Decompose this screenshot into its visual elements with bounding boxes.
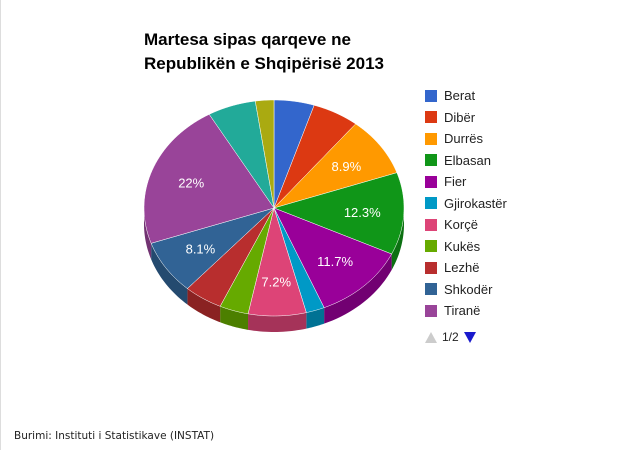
legend-item[interactable]: Berat: [425, 85, 507, 107]
legend-label: Gjirokastër: [444, 195, 507, 211]
legend-label: Kukës: [444, 238, 481, 254]
pie-slice-korçë[interactable]: [247, 207, 307, 317]
pie-slice-side: [306, 307, 325, 329]
pie-slice-dibër[interactable]: [273, 104, 356, 209]
slice-label: 12.3%: [344, 205, 381, 220]
legend-item[interactable]: Korçë: [425, 214, 507, 236]
legend-label: Elbasan: [444, 152, 491, 168]
pie-slice-fier[interactable]: [273, 207, 392, 308]
slice-label: 22%: [178, 175, 204, 190]
legend-label: Korçë: [444, 217, 478, 233]
pie-slice-shkodër[interactable]: [150, 207, 275, 289]
legend-swatch: [425, 218, 437, 231]
legend-item[interactable]: Lezhë: [425, 257, 507, 279]
slice-label: 11.7%: [317, 254, 353, 269]
legend-pager: 1/2: [425, 330, 476, 344]
pie-slice-side: [391, 208, 404, 270]
legend-item[interactable]: Tiranë: [425, 300, 507, 322]
legend-swatch: [425, 304, 437, 317]
chart-title: Martesa sipas qarqeve ne Republikën e Sh…: [144, 30, 384, 73]
pie-slice-elbasan[interactable]: [273, 172, 405, 255]
legend-swatch: [425, 111, 437, 124]
legend-swatch: [425, 283, 437, 296]
legend-item[interactable]: Gjirokastër: [425, 193, 507, 215]
legend-swatch: [425, 175, 437, 188]
pie-slice-kukës[interactable]: [219, 207, 275, 315]
pie-slice-tiranë[interactable]: [143, 114, 275, 244]
legend-item[interactable]: Elbasan: [425, 150, 507, 172]
legend-label: Lezhë: [444, 260, 480, 276]
legend-label: Berat: [444, 88, 476, 104]
pie-slice-side: [324, 253, 392, 324]
legend-next-page-button[interactable]: [463, 331, 476, 343]
legend-item[interactable]: Durrës: [425, 128, 507, 150]
pie-slice-lezhë[interactable]: [187, 207, 275, 307]
pie-slice-unnamed[interactable]: [208, 100, 275, 209]
legend-swatch: [425, 197, 437, 210]
legend-swatch: [425, 154, 437, 167]
legend-swatch: [425, 132, 437, 145]
legend-label: Durrës: [444, 131, 484, 147]
pie-slice-side: [187, 288, 221, 323]
legend-label: Fier: [444, 174, 467, 190]
slice-label: 7.2%: [261, 274, 291, 289]
slice-label: 8.1%: [186, 242, 216, 257]
legend-item[interactable]: Kukës: [425, 236, 507, 258]
pie-slice-unnamed[interactable]: [254, 99, 275, 209]
legend-item[interactable]: Dibër: [425, 107, 507, 129]
pie-slice-durrës[interactable]: [273, 123, 398, 209]
legend-item[interactable]: Shkodër: [425, 279, 507, 301]
pie-slice-gjirokastër[interactable]: [273, 207, 325, 313]
pie-slice-side: [248, 312, 307, 332]
legend-swatch: [425, 89, 437, 102]
legend-label: Tiranë: [444, 303, 481, 319]
legend-label: Dibër: [444, 109, 476, 125]
legend-page-indicator: 1/2: [442, 330, 459, 344]
legend: Berat Dibër Durrës Elbasan Fier Gjirokastër Ko…: [425, 85, 507, 322]
slice-label: 8.9%: [332, 159, 362, 174]
legend-item[interactable]: Fier: [425, 171, 507, 193]
legend-swatch: [425, 240, 437, 253]
legend-label: Shkodër: [444, 281, 493, 297]
legend-prev-page-button[interactable]: [425, 331, 437, 343]
pie-slice-berat[interactable]: [273, 99, 315, 209]
pie-slice-side: [220, 306, 249, 330]
pie-slice-side: [151, 243, 188, 305]
legend-swatch: [425, 261, 437, 274]
source-note: Burimi: Instituti i Statistikave (INSTAT…: [14, 430, 215, 442]
